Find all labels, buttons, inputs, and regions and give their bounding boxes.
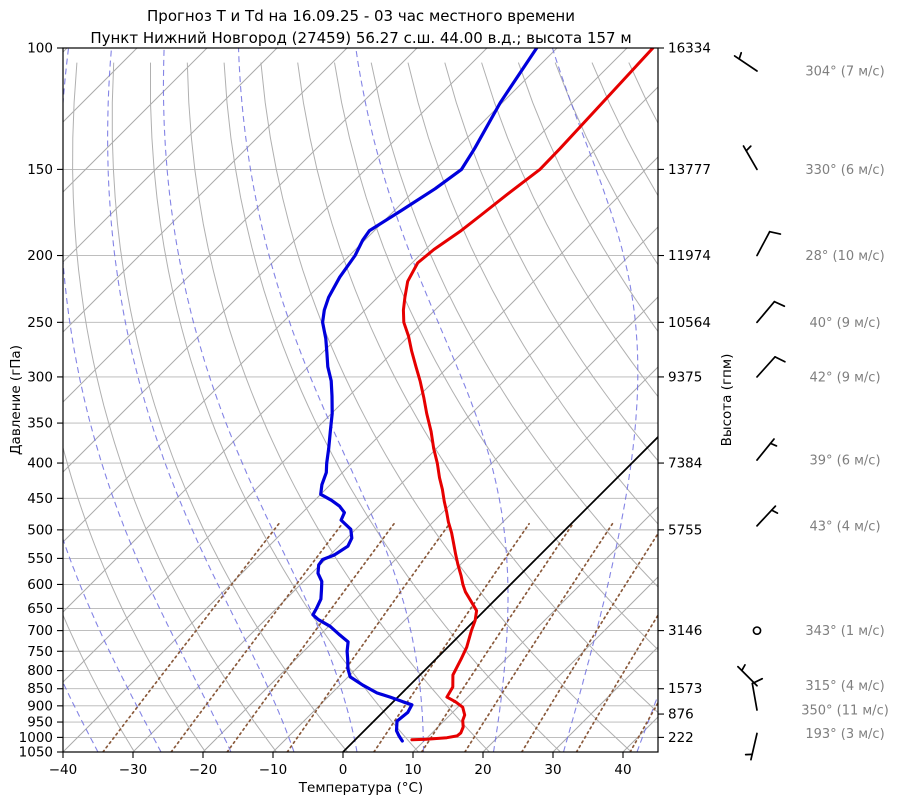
pressure-tick-label: 200 — [27, 248, 53, 264]
wind-barb — [752, 626, 762, 636]
wind-barb-label: 304° (7 м/с) — [805, 65, 884, 80]
pressure-axis-label: Давление (гПа) — [8, 345, 24, 455]
wind-barb-label: 28° (10 м/с) — [805, 249, 884, 264]
wind-barb-label: 43° (4 м/с) — [809, 519, 880, 534]
mixing-ratio-lines — [102, 522, 658, 752]
wind-barb — [756, 300, 786, 324]
wind-barb-label: 39° (6 м/с) — [809, 454, 880, 469]
wind-barb-label: 330° (6 м/с) — [805, 163, 884, 178]
wind-barb-label: 193° (3 м/с) — [805, 727, 884, 742]
temperature-tick-label: 10 — [404, 762, 421, 778]
pressure-tick-label: 850 — [27, 681, 53, 697]
pressure-tick-label: 750 — [27, 644, 53, 660]
wind-barb — [756, 505, 779, 527]
pressure-tick-label: 250 — [27, 315, 53, 331]
temperature-tick-label: −40 — [49, 762, 78, 778]
dewpoint-curve — [311, 48, 539, 743]
wind-barb — [744, 732, 758, 761]
chart-title-line2: Пункт Нижний Новгород (27459) 56.27 с.ш.… — [90, 29, 632, 47]
wind-barb — [733, 51, 758, 72]
wind-barb-label: 343° (1 м/с) — [805, 624, 884, 639]
wind-barb-label: 350° (11 м/с) — [801, 704, 889, 719]
height-axis-label: Высота (гпм) — [719, 353, 735, 447]
pressure-tick-label: 500 — [27, 522, 53, 538]
temperature-tick-label: −20 — [189, 762, 218, 778]
wind-barb-label: 42° (9 м/с) — [809, 370, 880, 385]
temperature-tick-label: −10 — [259, 762, 288, 778]
chart-title-line1: Прогноз Т и Td на 16.09.25 - 03 час мест… — [147, 7, 575, 25]
pressure-tick-label: 700 — [27, 623, 53, 639]
height-tick-label: 876 — [668, 707, 694, 723]
temperature-axis-label: Температура (°C) — [298, 780, 424, 796]
height-tick-label: 11974 — [668, 248, 711, 264]
height-tick-label: 1573 — [668, 681, 702, 697]
height-tick-label: 13777 — [668, 162, 711, 178]
wind-barb-label: 40° (9 м/с) — [809, 316, 880, 331]
temperature-tick-label: 20 — [474, 762, 491, 778]
isotherms — [63, 48, 658, 752]
height-tick-label: 222 — [668, 730, 694, 746]
zero-isotherm — [342, 435, 658, 752]
wind-barb — [756, 230, 782, 257]
pressure-tick-label: 950 — [27, 715, 53, 731]
temperature-tick-label: 0 — [339, 762, 348, 778]
plot-background — [63, 48, 658, 752]
temperature-tick-label: 40 — [614, 762, 631, 778]
height-tick-label: 10564 — [668, 315, 711, 331]
plot-frame — [62, 47, 659, 753]
pressure-tick-labels: 100 150 200 250 300 350 400 450 500 550 600 650 700 7… — [19, 41, 63, 761]
wind-barb — [756, 356, 786, 378]
pressure-tick-label: 300 — [27, 369, 53, 385]
pressure-tick-label: 150 — [27, 162, 53, 178]
temperature-tick-label: 30 — [544, 762, 561, 778]
height-tick-label: 7384 — [668, 456, 702, 472]
pressure-gridlines — [63, 48, 658, 752]
pressure-tick-label: 1050 — [19, 745, 53, 761]
pressure-tick-label: 650 — [27, 601, 53, 617]
wind-barb — [751, 677, 764, 711]
temperature-tick-labels: −40 −30 −20 −10 0 10 20 30 40 — [49, 752, 632, 778]
dry-adiabats — [63, 62, 658, 752]
wind-barb-label: 315° (4 м/с) — [805, 679, 884, 694]
pressure-tick-label: 600 — [27, 577, 53, 593]
wind-barb — [742, 145, 758, 171]
height-tick-label: 16334 — [668, 41, 711, 57]
height-tick-label: 3146 — [668, 623, 702, 639]
wind-barb — [756, 438, 778, 461]
pressure-tick-label: 1000 — [19, 730, 53, 746]
pressure-tick-label: 100 — [27, 41, 53, 57]
temperature-curve — [401, 48, 655, 742]
pressure-tick-label: 550 — [27, 551, 53, 567]
temperature-tick-label: −30 — [119, 762, 148, 778]
pressure-tick-label: 400 — [27, 456, 53, 472]
height-tick-label: 5755 — [668, 522, 702, 538]
pressure-tick-label: 350 — [27, 416, 53, 432]
pressure-tick-label: 450 — [27, 491, 53, 507]
height-tick-label: 9375 — [668, 369, 702, 385]
pressure-tick-label: 900 — [27, 698, 53, 714]
height-tick-labels: 16334 13777 11974 10564 9375 7384 5755 3146 1573… — [658, 41, 711, 746]
wind-barbs: 304° (7 м/с) 330° (6 м/с) 28° (10 м/с) 40° … — [733, 51, 889, 761]
pressure-tick-label: 800 — [27, 663, 53, 679]
moist-adiabats — [63, 48, 658, 752]
